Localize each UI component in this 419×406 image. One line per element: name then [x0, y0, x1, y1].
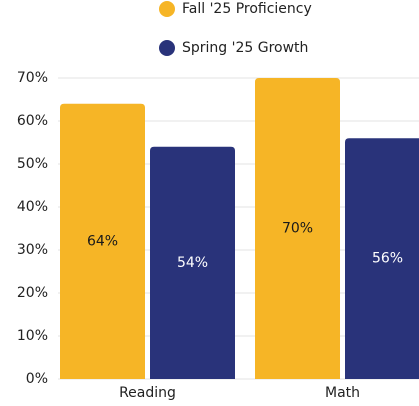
y-tick-label: 50%: [17, 156, 48, 172]
y-tick-label: 40%: [17, 199, 48, 215]
y-tick-label: 20%: [17, 285, 48, 301]
legend-swatch: [159, 40, 175, 56]
data-label: 54%: [177, 255, 208, 271]
bar: [345, 138, 419, 379]
y-tick-label: 30%: [17, 242, 48, 258]
x-tick-label: Reading: [119, 385, 176, 401]
data-label: 70%: [282, 221, 313, 237]
bar: [60, 103, 145, 380]
legend-label: Fall '25 Proficiency: [182, 1, 312, 17]
data-label: 64%: [87, 233, 118, 249]
data-label: 56%: [372, 251, 403, 267]
x-tick-label: Math: [325, 385, 360, 401]
y-tick-label: 0%: [26, 371, 48, 387]
legend-label: Spring '25 Growth: [182, 40, 308, 56]
y-tick-label: 60%: [17, 113, 48, 129]
legend-swatch: [159, 1, 175, 17]
bar: [255, 78, 340, 379]
bar: [150, 146, 235, 379]
y-tick-label: 70%: [17, 70, 48, 86]
y-tick-label: 10%: [17, 328, 48, 344]
